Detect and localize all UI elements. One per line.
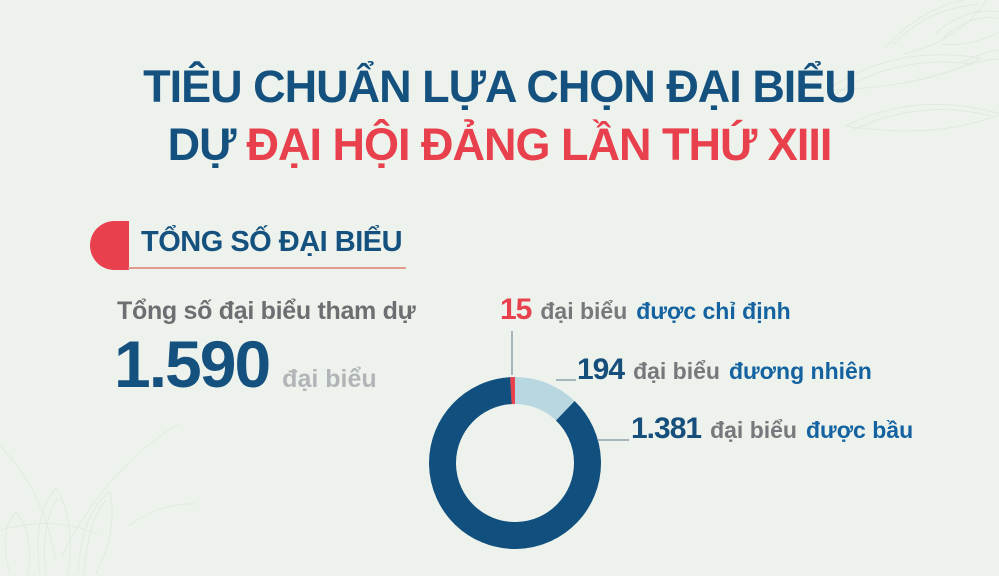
legend-value: 194 xyxy=(577,353,625,386)
section-underline xyxy=(128,267,406,269)
donut-slice xyxy=(429,377,601,549)
legend-unit: đại biểu xyxy=(633,358,720,384)
legend-value: 15 xyxy=(500,293,532,326)
title-line-2: DỰ ĐẠI HỘI ĐẢNG LẦN THỨ XIII xyxy=(0,116,999,174)
total-unit: đại biểu xyxy=(282,365,377,393)
legend-label: đương nhiên xyxy=(728,358,872,384)
title-line-2-highlight: ĐẠI HỘI ĐẢNG LẦN THỨ XIII xyxy=(246,119,833,170)
callout-line-automatic xyxy=(556,379,576,381)
lotus-watermark-bottom-left-icon xyxy=(0,423,197,575)
section-marker xyxy=(90,221,129,270)
total-row: 1.590 đại biểu xyxy=(114,331,377,397)
total-value: 1.590 xyxy=(114,327,271,401)
legend-item-elected: 1.381 đại biểu được bầu xyxy=(631,414,913,444)
legend-label: được chỉ định xyxy=(636,298,791,324)
callout-line-appointed xyxy=(511,331,513,375)
title-line-2-prefix: DỰ xyxy=(167,119,237,170)
total-label: Tổng số đại biểu tham dự xyxy=(117,297,416,325)
legend-item-automatic: 194 đại biểu đương nhiên xyxy=(577,355,872,385)
legend-value: 1.381 xyxy=(631,412,702,445)
donut-slice xyxy=(429,377,601,549)
legend-label: được bầu xyxy=(805,417,914,443)
legend-unit: đại biểu xyxy=(710,417,797,443)
legend-unit: đại biểu xyxy=(540,298,628,324)
section-heading: TỔNG SỐ ĐẠI BIỂU xyxy=(141,226,403,258)
donut-svg xyxy=(429,377,601,549)
callout-line-elected xyxy=(598,439,629,441)
legend-item-appointed: 15 đại biểu được chỉ định xyxy=(500,295,791,325)
page-title: TIÊU CHUẨN LỰA CHỌN ĐẠI BIỂU DỰ ĐẠI HỘI Đ… xyxy=(0,58,999,174)
title-line-1: TIÊU CHUẨN LỰA CHỌN ĐẠI BIỂU xyxy=(143,61,857,112)
